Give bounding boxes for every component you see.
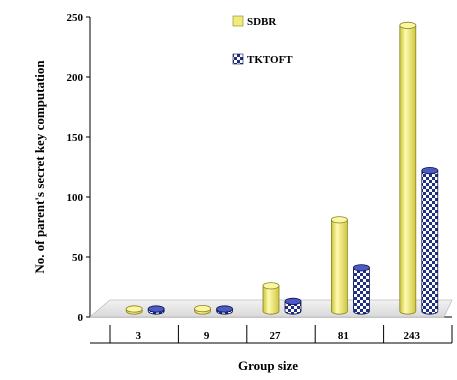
y-tick-label: 50	[72, 252, 84, 264]
x-tick-label: 243	[404, 330, 421, 342]
y-tick-label: 0	[78, 312, 84, 324]
bar-sdbr-27	[262, 282, 280, 315]
y-tick-label: 150	[67, 132, 84, 144]
y-axis-label: No. of parent's secret key computation	[32, 60, 47, 274]
x-tick-label: 3	[135, 330, 141, 342]
x-tick-labels: 3 9 27 81 243	[90, 325, 453, 344]
y-tick-label: 200	[67, 72, 84, 84]
legend-swatch	[232, 15, 244, 27]
bar-tktoft-3	[147, 305, 165, 315]
bar-sdbr-243	[399, 21, 417, 315]
x-tick-label: 27	[270, 330, 282, 342]
bar-tktoft-9	[216, 305, 234, 315]
y-tick-label: 100	[67, 192, 84, 204]
bar-tktoft-27	[284, 297, 302, 315]
legend-label: TKTOFT	[247, 54, 293, 66]
bars	[125, 21, 439, 315]
y-tick-labels: 0 50 100 150 200 250	[67, 12, 90, 324]
legend: SDBR TKTOFT	[232, 15, 293, 66]
bar-tktoft-243	[421, 167, 439, 315]
legend-label: SDBR	[247, 16, 277, 28]
bar-sdbr-9	[194, 304, 212, 315]
bar-sdbr-3	[125, 305, 143, 315]
bar-sdbr-81	[330, 216, 348, 315]
legend-swatch	[232, 53, 244, 65]
x-tick-label: 81	[338, 330, 349, 342]
x-tick-label: 9	[204, 330, 210, 342]
bar-tktoft-81	[352, 264, 370, 315]
y-tick-label: 250	[67, 12, 84, 24]
x-axis-label: Group size	[238, 358, 298, 373]
